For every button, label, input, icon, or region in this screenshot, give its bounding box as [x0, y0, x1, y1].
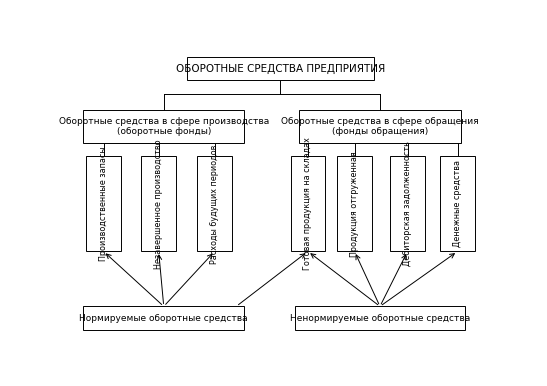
Text: Производственные запасы: Производственные запасы [99, 146, 108, 261]
Text: Нормируемые оборотные средства: Нормируемые оборотные средства [79, 314, 248, 323]
FancyBboxPatch shape [187, 58, 374, 80]
Text: Продукция отгруженная: Продукция отгруженная [350, 151, 359, 257]
FancyBboxPatch shape [86, 156, 121, 251]
Text: Оборотные средства в сфере производства
(оборотные фонды): Оборотные средства в сфере производства … [59, 117, 269, 136]
Text: Денежные средства: Денежные средства [453, 160, 462, 247]
FancyBboxPatch shape [290, 156, 325, 251]
FancyBboxPatch shape [295, 306, 465, 330]
FancyBboxPatch shape [337, 156, 372, 251]
FancyBboxPatch shape [83, 306, 245, 330]
FancyBboxPatch shape [390, 156, 425, 251]
FancyBboxPatch shape [83, 110, 245, 143]
Text: Дебиторская задолженность: Дебиторская задолженность [403, 141, 412, 266]
Text: ОБОРОТНЫЕ СРЕДСТВА ПРЕДПРИЯТИЯ: ОБОРОТНЫЕ СРЕДСТВА ПРЕДПРИЯТИЯ [176, 64, 385, 74]
Text: Незавершенное производство: Незавершенное производство [154, 139, 163, 269]
FancyBboxPatch shape [197, 156, 232, 251]
FancyBboxPatch shape [440, 156, 475, 251]
Text: Расходы будущих периодов: Расходы будущих периодов [210, 144, 219, 264]
Text: Готовая продукция на складах: Готовая продукция на складах [304, 137, 312, 270]
Text: Оборотные средства в сфере обращения
(фонды обращения): Оборотные средства в сфере обращения (фо… [281, 117, 479, 136]
FancyBboxPatch shape [299, 110, 461, 143]
Text: Ненормируемые оборотные средства: Ненормируемые оборотные средства [290, 314, 470, 323]
FancyBboxPatch shape [141, 156, 176, 251]
